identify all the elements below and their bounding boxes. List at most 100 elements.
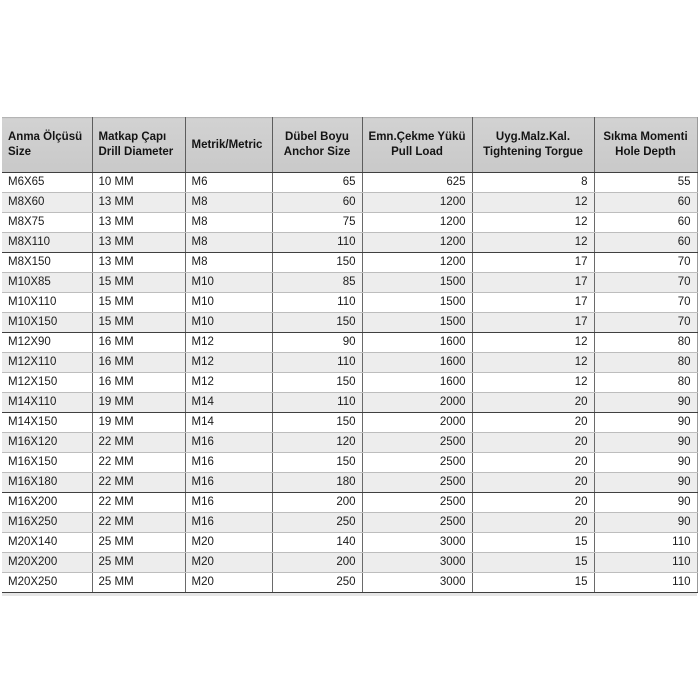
cell-pull: 3000 — [362, 572, 473, 593]
cell-torque: 12 — [472, 352, 595, 373]
cell-metric: M8 — [185, 192, 273, 213]
column-header-pull-tr: Emn.Çekme Yükü — [368, 131, 466, 143]
cell-metric: M12 — [185, 372, 273, 393]
table-row: M16X180 22 MM M16 180 2500 20 90 — [2, 472, 698, 493]
column-header-holedepth: Sıkma Momenti Hole Depth — [594, 117, 698, 173]
column-header-pull-en: Pull Load — [391, 146, 443, 158]
cell-torque: 20 — [472, 432, 595, 453]
cell-size: M8X110 — [2, 232, 93, 253]
table-row: M16X120 22 MM M16 120 2500 20 90 — [2, 432, 698, 453]
cell-holedepth: 70 — [594, 272, 698, 293]
cell-size: M12X110 — [2, 352, 93, 373]
cell-drill: 25 MM — [92, 572, 186, 593]
cell-metric: M8 — [185, 212, 273, 233]
cell-holedepth: 90 — [594, 452, 698, 473]
column-header-drill-en: Drill Diameter — [98, 146, 174, 158]
cell-drill: 22 MM — [92, 492, 186, 513]
cell-anchor: 150 — [272, 452, 363, 473]
cell-metric: M16 — [185, 432, 273, 453]
cell-anchor: 110 — [272, 292, 363, 313]
table-row: M16X150 22 MM M16 150 2500 20 90 — [2, 452, 698, 473]
cell-size: M20X140 — [2, 532, 93, 553]
cell-torque: 17 — [472, 312, 595, 333]
column-header-holedepth-tr: Sıkma Momenti — [603, 131, 688, 143]
cell-size: M10X110 — [2, 292, 93, 313]
anchor-specification-table: Anma Ölçüsü Size Matkap Çapı Drill Diameter… — [2, 117, 698, 593]
cell-pull: 1600 — [362, 372, 473, 393]
table-row: M8X110 13 MM M8 110 1200 12 60 — [2, 232, 698, 253]
cell-drill: 13 MM — [92, 212, 186, 233]
cell-drill: 15 MM — [92, 272, 186, 293]
cell-pull: 1500 — [362, 292, 473, 313]
cell-torque: 17 — [472, 252, 595, 273]
cell-metric: M14 — [185, 412, 273, 433]
cell-anchor: 150 — [272, 372, 363, 393]
cell-anchor: 200 — [272, 552, 363, 573]
cell-holedepth: 90 — [594, 412, 698, 433]
column-header-holedepth-en: Hole Depth — [615, 146, 676, 158]
cell-size: M10X150 — [2, 312, 93, 333]
cell-anchor: 150 — [272, 412, 363, 433]
cell-size: M12X90 — [2, 332, 93, 353]
cell-torque: 17 — [472, 292, 595, 313]
cell-holedepth: 110 — [594, 572, 698, 593]
cell-metric: M16 — [185, 452, 273, 473]
cell-pull: 1200 — [362, 212, 473, 233]
cell-pull: 1200 — [362, 192, 473, 213]
cell-size: M16X200 — [2, 492, 93, 513]
cell-drill: 22 MM — [92, 432, 186, 453]
cell-anchor: 250 — [272, 572, 363, 593]
cell-holedepth: 90 — [594, 392, 698, 413]
cell-holedepth: 70 — [594, 312, 698, 333]
cell-anchor: 110 — [272, 392, 363, 413]
cell-torque: 20 — [472, 512, 595, 533]
table-row: M20X250 25 MM M20 250 3000 15 110 — [2, 572, 698, 593]
column-header-torque-en: Tightening Torgue — [483, 146, 583, 158]
cell-metric: M10 — [185, 272, 273, 293]
cell-pull: 2500 — [362, 452, 473, 473]
cell-holedepth: 80 — [594, 352, 698, 373]
cell-anchor: 110 — [272, 352, 363, 373]
column-header-size: Anma Ölçüsü Size — [2, 117, 93, 173]
cell-anchor: 60 — [272, 192, 363, 213]
table-row: M10X150 15 MM M10 150 1500 17 70 — [2, 312, 698, 333]
table-body: M6X65 10 MM M6 65 625 8 55 M8X60 13 MM M8 60 1200 12… — [2, 172, 698, 593]
cell-anchor: 120 — [272, 432, 363, 453]
cell-pull: 1200 — [362, 252, 473, 273]
cell-drill: 15 MM — [92, 292, 186, 313]
cell-holedepth: 55 — [594, 172, 698, 193]
cell-anchor: 150 — [272, 252, 363, 273]
cell-anchor: 150 — [272, 312, 363, 333]
cell-holedepth: 70 — [594, 292, 698, 313]
cell-pull: 3000 — [362, 532, 473, 553]
cell-metric: M16 — [185, 492, 273, 513]
cell-size: M16X180 — [2, 472, 93, 493]
cell-torque: 20 — [472, 392, 595, 413]
column-header-drill: Matkap Çapı Drill Diameter — [92, 117, 186, 173]
column-header-torque: Uyg.Malz.Kal. Tightening Torgue — [472, 117, 595, 173]
cell-holedepth: 90 — [594, 432, 698, 453]
cell-pull: 3000 — [362, 552, 473, 573]
cell-drill: 16 MM — [92, 332, 186, 353]
table-row: M20X200 25 MM M20 200 3000 15 110 — [2, 552, 698, 573]
cell-drill: 22 MM — [92, 472, 186, 493]
cell-holedepth: 90 — [594, 512, 698, 533]
cell-anchor: 90 — [272, 332, 363, 353]
cell-drill: 15 MM — [92, 312, 186, 333]
cell-torque: 12 — [472, 332, 595, 353]
cell-size: M16X120 — [2, 432, 93, 453]
cell-drill: 16 MM — [92, 372, 186, 393]
cell-pull: 2000 — [362, 412, 473, 433]
cell-torque: 12 — [472, 372, 595, 393]
cell-metric: M20 — [185, 572, 273, 593]
column-header-anchor-tr: Dübel Boyu — [285, 131, 349, 143]
table-row: M6X65 10 MM M6 65 625 8 55 — [2, 172, 698, 193]
cell-size: M8X150 — [2, 252, 93, 273]
cell-metric: M12 — [185, 352, 273, 373]
table-row: M10X110 15 MM M10 110 1500 17 70 — [2, 292, 698, 313]
table-row: M14X150 19 MM M14 150 2000 20 90 — [2, 412, 698, 433]
cell-drill: 19 MM — [92, 392, 186, 413]
column-header-metric: Metrik/Metric — [185, 117, 273, 173]
cell-size: M8X75 — [2, 212, 93, 233]
cell-size: M12X150 — [2, 372, 93, 393]
